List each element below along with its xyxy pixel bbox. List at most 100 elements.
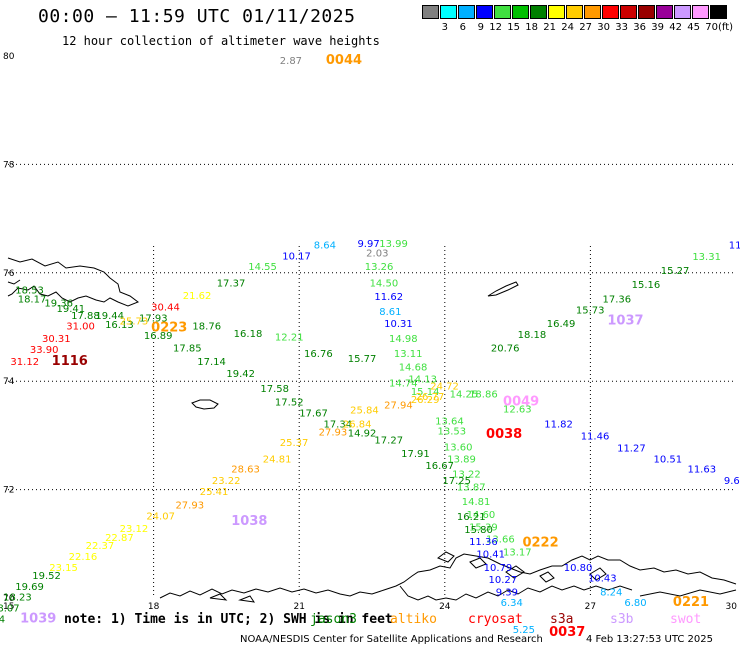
wave-height-value: 13.26 — [365, 262, 394, 273]
wave-height-value: 22.37 — [86, 541, 115, 552]
bear-island — [191, 399, 219, 410]
lon-tick-label: 21 — [293, 602, 304, 612]
footer-credit: NOAA/NESDIS Center for Satellite Applica… — [240, 634, 543, 645]
legend-swatch — [584, 5, 601, 19]
wave-height-value: 17.88 — [71, 311, 100, 322]
legend-swatch — [674, 5, 691, 19]
pass-time-label: 0221 — [673, 595, 709, 610]
wave-height-value: 15.14 — [411, 387, 440, 398]
legend-label: 12 — [489, 22, 502, 33]
legend-label: 18 — [525, 22, 538, 33]
wave-height-value: 16.89 — [144, 331, 173, 342]
lat-tick-label: 80 — [3, 52, 15, 62]
wave-height-value: 9.97 — [357, 239, 379, 250]
lon-tick-label: 27 — [585, 602, 596, 612]
pass-time-label: 0223 — [151, 320, 187, 335]
wave-height-value: 17.27 — [374, 436, 403, 447]
legend-swatch — [620, 5, 637, 19]
wave-height-value: 25.41 — [200, 487, 229, 498]
wave-height-value: 14.68 — [399, 362, 428, 373]
norway-coastline — [159, 553, 737, 599]
lat-tick-label: 78 — [3, 160, 15, 170]
wave-height-value: 27.93 — [319, 427, 348, 438]
wave-height-value: 11.82 — [544, 419, 573, 430]
wave-height-value: 31.12 — [10, 357, 39, 368]
satellite-key-cryosat: cryosat — [468, 612, 523, 627]
wave-height-value: 12.21 — [275, 333, 304, 344]
legend-swatch — [602, 5, 619, 19]
wave-height-value: 17.85 — [173, 343, 202, 354]
wave-height-value: 18.07 — [0, 604, 20, 615]
satellite-key-altiko: altiko — [390, 612, 437, 627]
hopen-island — [487, 281, 519, 297]
wave-height-value: 23.15 — [49, 563, 78, 574]
wave-height-value: 21.62 — [183, 291, 212, 302]
wave-height-value: 19.04 — [0, 614, 5, 625]
pass-time-label: 1037 — [607, 313, 643, 328]
wave-height-value: 2.03 — [366, 249, 388, 260]
wave-height-value: 13.11 — [394, 349, 423, 360]
legend-label: 33 — [615, 22, 628, 33]
wave-height-value: 25.73 — [120, 316, 149, 327]
wave-height-value: 23.12 — [120, 524, 149, 535]
wave-height-value: 13.89 — [447, 455, 476, 466]
wave-height-value: 11.46 — [581, 432, 610, 443]
legend-label: 21 — [543, 22, 556, 33]
wave-height-value: 18.23 — [3, 593, 32, 604]
wave-height-value: 17.67 — [299, 408, 328, 419]
legend-swatch — [656, 5, 673, 19]
wave-height-value: 26.84 — [343, 419, 372, 430]
wave-height-value: 19.41 — [57, 304, 86, 315]
wave-height-value: 13.31 — [692, 252, 721, 263]
legend-swatch — [476, 5, 493, 19]
wave-height-value: 8.64 — [314, 240, 336, 251]
satellite-key-jason3: jason3 — [310, 612, 357, 627]
wave-height-value: 18.17 — [18, 295, 47, 306]
wave-height-value: 10.31 — [384, 319, 413, 330]
wave-height-value: 26.77 — [416, 392, 445, 403]
wave-height-value: 17.25 — [442, 476, 471, 487]
legend-label: 36 — [633, 22, 646, 33]
wave-height-value: 17.58 — [260, 384, 289, 395]
wave-height-value: 13.64 — [435, 417, 464, 428]
wave-height-value: 20.76 — [491, 343, 520, 354]
legend-label: 27 — [579, 22, 592, 33]
wave-height-value: 17.37 — [217, 278, 246, 289]
wave-height-value: 15.16 — [632, 280, 661, 291]
wave-height-value: 13.99 — [379, 239, 408, 250]
wave-height-value: 14.13 — [408, 374, 437, 385]
wave-height-value: 8.24 — [600, 587, 622, 598]
lon-tick-label: 15 — [3, 602, 14, 612]
legend-swatch — [440, 5, 457, 19]
wave-height-value: 14.98 — [389, 334, 418, 345]
lon-tick-label: 24 — [439, 602, 451, 612]
wave-height-value: 18.18 — [518, 330, 547, 341]
page-subtitle: 12 hour collection of altimeter wave hei… — [62, 34, 380, 48]
wave-height-value: 19.44 — [95, 311, 124, 322]
pass-time-label: 0044 — [326, 53, 362, 68]
legend-swatch — [548, 5, 565, 19]
wave-height-value: 16.49 — [547, 319, 576, 330]
lon-tick-label: 18 — [148, 602, 160, 612]
wave-height-value: 11.63 — [687, 464, 716, 475]
wave-height-value: 12.63 — [503, 405, 532, 416]
footer-date: 4 Feb 13:27:53 UTC 2025 — [586, 634, 713, 645]
wave-height-value: 16.13 — [105, 320, 134, 331]
lat-tick-label: 74 — [3, 377, 15, 387]
pass-time-label: 1116 — [52, 354, 88, 369]
wave-height-value: 14.81 — [462, 497, 491, 508]
wave-height-value: 11.96 — [729, 240, 740, 251]
legend-label: 42 — [669, 22, 682, 33]
wave-height-value: 13.53 — [438, 426, 467, 437]
lat-tick-label: 70 — [3, 594, 15, 604]
wave-height-value: 15.77 — [348, 354, 377, 365]
wave-height-value: 9.60 — [724, 476, 740, 487]
wave-height-value: 16.67 — [425, 461, 454, 472]
wave-height-value: 13.87 — [457, 483, 486, 494]
satellite-key-swot: swot — [670, 612, 702, 627]
wave-height-value: 14.55 — [248, 262, 277, 273]
wave-height-value: 17.36 — [603, 295, 632, 306]
wave-height-value: 24.81 — [263, 455, 292, 466]
note-row: note: 1) Time is in UTC; 2) SWH is in fe… — [64, 612, 701, 642]
